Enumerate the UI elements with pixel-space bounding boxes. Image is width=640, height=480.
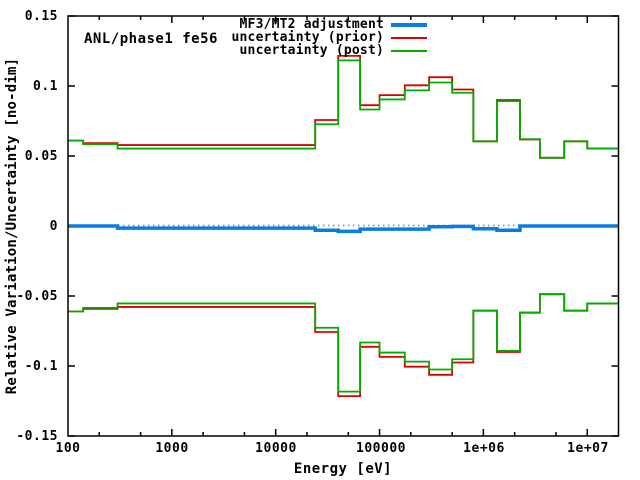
legend-label: MF3/MT2 adjustment	[239, 17, 384, 32]
x-tick-label: 1e+06	[463, 441, 505, 456]
curve-uncertainty-post-negative	[68, 293, 619, 393]
y-tick-label: -0.05	[16, 289, 58, 304]
legend-line-sample-blue	[391, 22, 427, 27]
y-tick-label: 0.1	[33, 79, 58, 94]
x-tick-label: 10000	[255, 441, 297, 456]
legend-label: uncertainty (post)	[239, 43, 384, 58]
x-tick-label: 1e+07	[567, 441, 609, 456]
legend-entry-adjustment: MF3/MT2 adjustment	[231, 17, 427, 32]
curve-adjustment	[68, 224, 619, 234]
y-tick-label: -0.15	[16, 429, 58, 444]
legend: MF3/MT2 adjustment uncertainty (prior) u…	[231, 17, 427, 58]
plot-border	[67, 15, 620, 437]
curve-uncertainty-prior-positive	[68, 55, 619, 159]
legend-entry-post: uncertainty (post)	[231, 43, 427, 58]
x-axis-title: Energy [eV]	[293, 461, 393, 477]
legend-label: uncertainty (prior)	[231, 30, 384, 45]
y-tick-label: 0.15	[24, 9, 58, 24]
x-tick-label: 100	[55, 441, 81, 456]
x-tick-label: 1000	[155, 441, 189, 456]
y-tick-label: 0.05	[24, 149, 58, 164]
y-tick-label: 0	[49, 219, 58, 234]
legend-line-sample-green	[391, 49, 427, 52]
curve-uncertainty-prior-negative	[68, 293, 619, 398]
legend-line-sample-red	[391, 36, 427, 39]
y-tick-label: -0.1	[24, 359, 58, 374]
plot-annotation: ANL/phase1 fe56	[84, 31, 218, 47]
legend-entry-prior: uncertainty (prior)	[231, 30, 427, 45]
curve-uncertainty-post-positive	[68, 59, 619, 159]
x-tick-label: 100000	[356, 441, 406, 456]
